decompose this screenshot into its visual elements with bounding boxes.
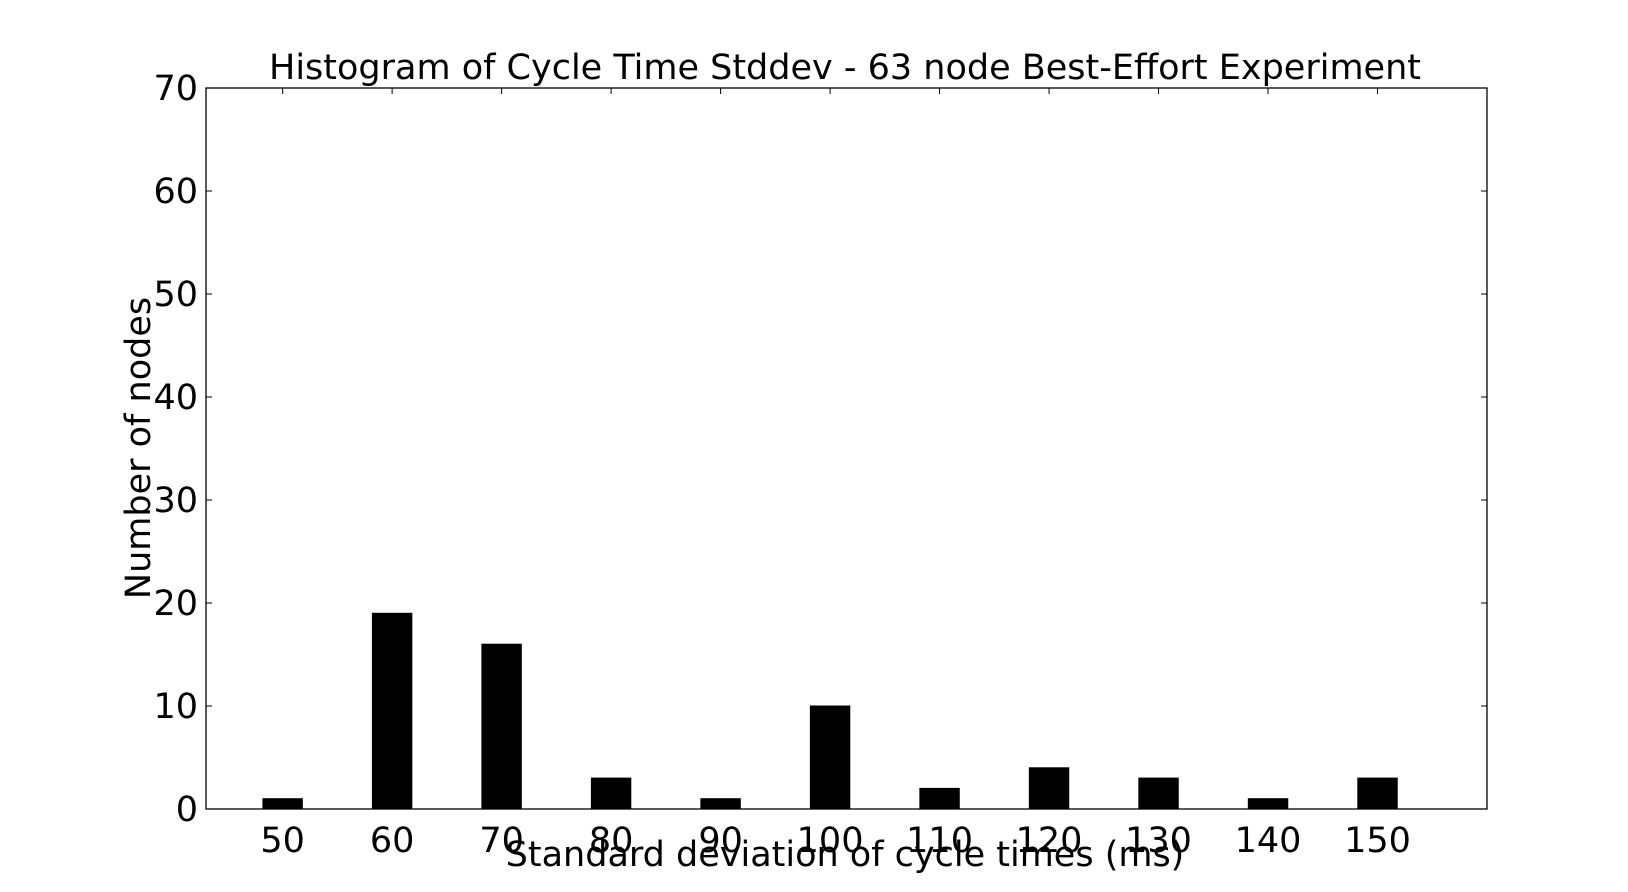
y-tick-label-20: 20 [153, 584, 198, 624]
x-tick-label-110: 110 [906, 821, 973, 861]
x-axis-label: Standard deviation of cycle times (ms) [506, 835, 1185, 875]
x-tick-label-70: 70 [479, 821, 524, 861]
y-tick-label-10: 10 [153, 687, 198, 727]
x-tick-label-50: 50 [260, 821, 305, 861]
x-tick-label-120: 120 [1016, 821, 1083, 861]
chart-title: Histogram of Cycle Time Stddev - 63 node… [269, 48, 1421, 88]
x-tick-label-130: 130 [1125, 821, 1192, 861]
y-tick-label-70: 70 [153, 69, 198, 109]
x-tick-label-150: 150 [1344, 821, 1411, 861]
bar-60 [371, 612, 413, 810]
y-tick-label-0: 0 [176, 790, 198, 830]
bar-120 [1028, 767, 1070, 810]
bar-70 [481, 643, 522, 810]
bar-100 [809, 705, 851, 810]
x-tick-label-90: 90 [698, 821, 743, 861]
y-tick-label-60: 60 [153, 172, 198, 212]
y-tick-label-40: 40 [153, 378, 198, 418]
y-tick-label-30: 30 [153, 481, 198, 521]
y-axis-label: Number of nodes [119, 297, 159, 599]
x-tick-label-80: 80 [589, 821, 634, 861]
x-tick-label-100: 100 [797, 821, 864, 861]
y-tick-label-50: 50 [153, 275, 198, 315]
axes-frame [205, 87, 1488, 810]
x-tick-label-140: 140 [1235, 821, 1302, 861]
x-tick-label-60: 60 [370, 821, 415, 861]
plot-area: 0 10 20 30 40 50 60 70 50 60 70 80 90 100 110 120 130 140… [153, 69, 1488, 861]
